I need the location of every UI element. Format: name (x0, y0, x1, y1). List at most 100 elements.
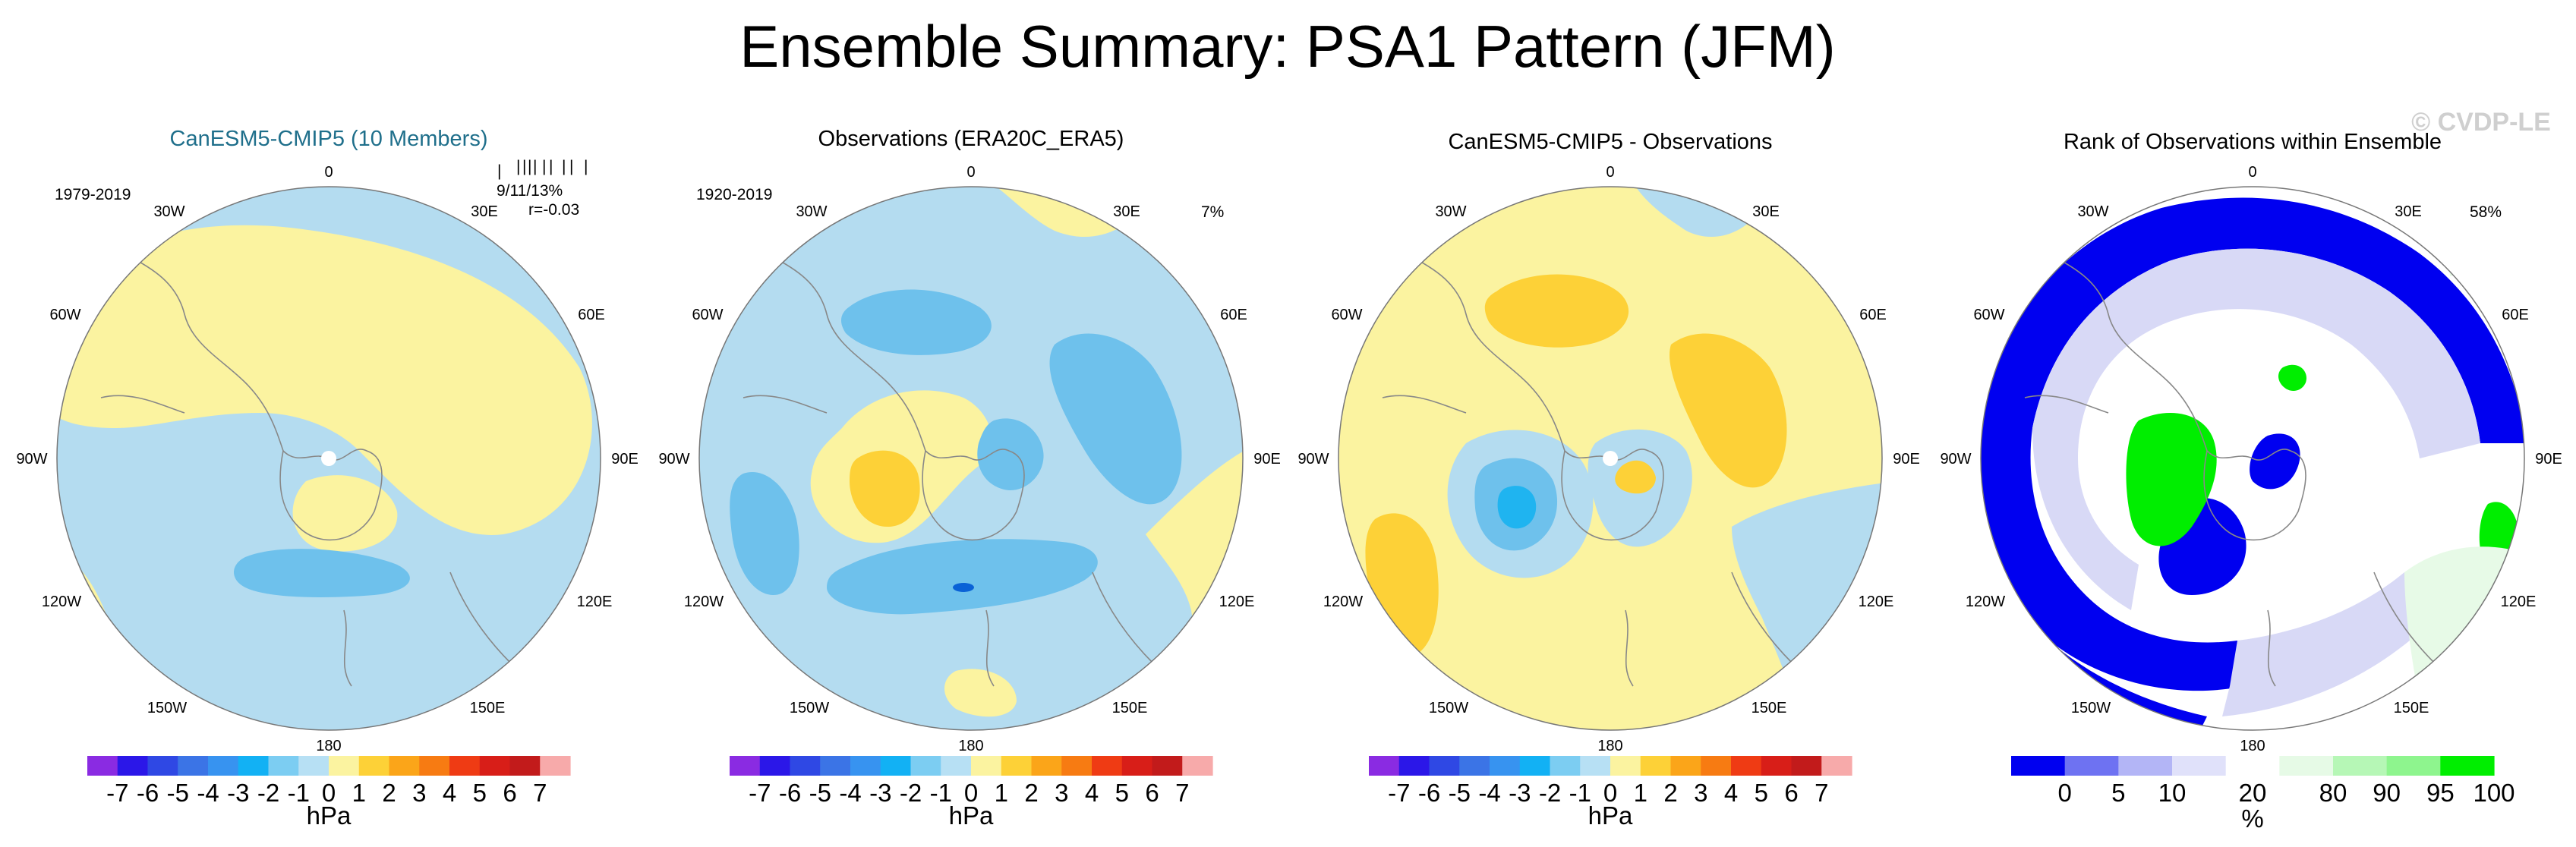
colorbar-tick-label: 6 (1784, 779, 1798, 807)
colorbar-swatch (1001, 756, 1033, 776)
lon-label-150e: 150E (1751, 700, 1787, 716)
lon-label-90w: 90W (1940, 451, 1971, 468)
colorbar-swatch (329, 756, 360, 776)
colorbar-swatch (238, 756, 270, 776)
member-tick: | (528, 158, 531, 175)
colorbar-tick-label: 5 (1115, 779, 1129, 807)
map-outline (1338, 186, 1883, 731)
colorbar-tick-label: -4 (197, 779, 219, 807)
colorbar-swatch (1701, 756, 1732, 776)
colorbar-tick-label: 3 (1055, 779, 1068, 807)
positive-anomaly-core (1484, 274, 1629, 348)
lon-label-0: 0 (1606, 164, 1614, 181)
lon-label-150w: 150W (147, 700, 187, 716)
colorbar-tick-label: 3 (1694, 779, 1707, 807)
lon-label-30e: 30E (1752, 203, 1780, 220)
lon-label-90e: 90E (1253, 451, 1281, 468)
colorbar-swatch (268, 756, 299, 776)
rank-high-region (2404, 546, 2524, 701)
lon-label-30w: 30W (2077, 203, 2108, 220)
colorbar-swatch (730, 756, 761, 776)
lon-label-120w: 120W (1966, 594, 2005, 610)
lon-label-60w: 60W (49, 307, 80, 323)
panel-rank: Rank of Observations within Ensemble 58% (1940, 130, 2562, 833)
colorbar-swatch (1092, 756, 1123, 776)
panel-2-percent: 7% (1201, 203, 1224, 221)
negative-anomaly-core (953, 583, 974, 592)
lon-label-0: 0 (2248, 164, 2256, 181)
colorbar-swatch (2333, 756, 2388, 776)
colorbar-tick-label: 100 (2473, 779, 2515, 807)
colorbar-swatch (147, 756, 178, 776)
colorbar-tick-label: 5 (473, 779, 487, 807)
lon-label-90w: 90W (1297, 451, 1329, 468)
colorbar-swatch (87, 756, 118, 776)
colorbar-tick-label: -7 (1388, 779, 1410, 807)
colorbar-swatch (449, 756, 481, 776)
colorbar-tick-label: -4 (1478, 779, 1500, 807)
colorbar-swatch (208, 756, 239, 776)
map-outline (698, 186, 1244, 731)
colorbar-tick-label: 20 (2239, 779, 2267, 807)
lon-label-150w: 150W (790, 700, 829, 716)
colorbar-swatch (1761, 756, 1792, 776)
colorbar-swatch (2225, 756, 2280, 776)
lon-label-90e: 90E (611, 451, 638, 468)
lon-label-60w: 60W (1331, 307, 1362, 323)
panel-2-longitude-labels: 0 30E 60E 90E 120E 150E 180 150W 120W 90… (658, 164, 1280, 754)
colorbar-swatch (790, 756, 821, 776)
colorbar-tick-label: 4 (1724, 779, 1738, 807)
colorbar-swatch (941, 756, 972, 776)
colorbar-swatch (1550, 756, 1581, 776)
panel-canesm5-ensemble: CanESM5-CMIP5 (10 Members) 1979-2019 9/1… (16, 127, 638, 830)
negative-anomaly-region (977, 418, 1044, 490)
rank-highest-region (2278, 364, 2306, 392)
lon-label-60w: 60W (1973, 307, 2004, 323)
lon-label-120e: 120E (577, 594, 613, 610)
colorbar-swatch (1791, 756, 1822, 776)
colorbar-tick-label: 5 (1755, 779, 1768, 807)
colorbar-tick-label: 7 (1175, 779, 1189, 807)
colorbar-tick-label: -6 (1418, 779, 1440, 807)
colorbar-swatch (389, 756, 420, 776)
lon-label-30e: 30E (1113, 203, 1140, 220)
colorbar-swatch (178, 756, 209, 776)
colorbar-swatch (2279, 756, 2334, 776)
negative-anomaly-region (234, 549, 410, 597)
lon-label-60e: 60E (2502, 307, 2529, 323)
lon-label-90w: 90W (658, 451, 689, 468)
lon-label-90e: 90E (1893, 451, 1920, 468)
member-tick: | (569, 158, 573, 175)
panel-2-colorbar: -7 -6 -5 -4 -3 -2 -1 0 1 2 3 4 5 6 7 (730, 756, 1213, 807)
colorbar-swatch (1121, 756, 1153, 776)
colorbar-tick-label: -5 (1449, 779, 1471, 807)
colorbar-tick-label: 7 (1815, 779, 1828, 807)
panel-3-units: hPa (1588, 801, 1633, 830)
rank-low-region (2222, 572, 2435, 716)
colorbar-swatch (910, 756, 941, 776)
lon-label-120e: 120E (2501, 594, 2537, 610)
colorbar-tick-label: -1 (930, 779, 952, 807)
member-tick: | (516, 158, 520, 175)
colorbar-swatch (2118, 756, 2173, 776)
positive-anomaly-core (1670, 333, 1787, 488)
colorbar-tick-label: 2 (1024, 779, 1038, 807)
panel-3-colorbar: -7 -6 -5 -4 -3 -2 -1 0 1 2 3 4 5 6 7 (1369, 756, 1852, 807)
negative-anomaly-peak (1497, 486, 1537, 529)
lon-label-30e: 30E (2395, 203, 2422, 220)
polar-hole (1603, 451, 1618, 466)
panel-1-title: CanESM5-CMIP5 (10 Members) (170, 127, 488, 151)
colorbar-swatch (1152, 756, 1183, 776)
lon-label-150w: 150W (1429, 700, 1468, 716)
colorbar-tick-label: -7 (749, 779, 771, 807)
figure-title: Ensemble Summary: PSA1 Pattern (JFM) (739, 13, 1835, 80)
colorbar-tick-label: -6 (137, 779, 159, 807)
colorbar-tick-label: 0 (322, 779, 336, 807)
panel-observations: Observations (ERA20C_ERA5) 1920-2019 7% (658, 127, 1280, 830)
member-tick: | (584, 158, 588, 175)
cvdp-le-watermark: © CVDP-LE (2411, 108, 2551, 137)
panel-1-map (56, 186, 601, 731)
colorbar-tick-label: 0 (2057, 779, 2071, 807)
colorbar-swatch (1640, 756, 1672, 776)
panel-1-colorbar: -7 -6 -5 -4 -3 -2 -1 0 1 2 3 4 5 6 7 (87, 756, 571, 807)
